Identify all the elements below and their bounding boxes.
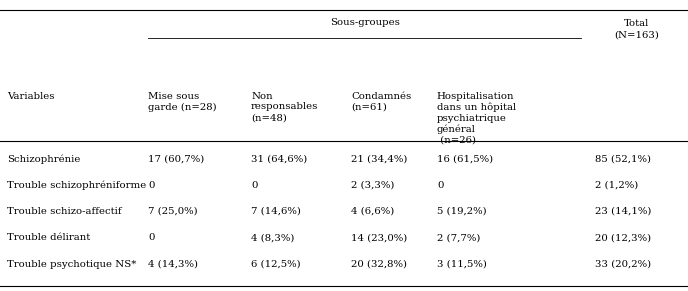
Text: 4 (14,3%): 4 (14,3%)	[148, 260, 198, 269]
Text: 31 (64,6%): 31 (64,6%)	[251, 154, 308, 163]
Text: 2 (3,3%): 2 (3,3%)	[351, 181, 394, 190]
Text: Trouble schizo-affectif: Trouble schizo-affectif	[7, 207, 122, 216]
Text: Condamnés
(n=61): Condamnés (n=61)	[351, 92, 411, 111]
Text: 4 (8,3%): 4 (8,3%)	[251, 233, 294, 242]
Text: 14 (23,0%): 14 (23,0%)	[351, 233, 407, 242]
Text: 0: 0	[148, 233, 154, 242]
Text: Sous-groupes: Sous-groupes	[330, 18, 400, 26]
Text: 21 (34,4%): 21 (34,4%)	[351, 154, 407, 163]
Text: Hospitalisation
dans un hôpital
psychiatrique
général
 (n=26): Hospitalisation dans un hôpital psychiat…	[437, 92, 516, 145]
Text: 4 (6,6%): 4 (6,6%)	[351, 207, 394, 216]
Text: 20 (12,3%): 20 (12,3%)	[595, 233, 652, 242]
Text: 0: 0	[251, 181, 257, 190]
Text: Schizophrénie: Schizophrénie	[7, 154, 80, 164]
Text: Total
(N=163): Total (N=163)	[614, 19, 659, 39]
Text: 85 (52,1%): 85 (52,1%)	[595, 154, 651, 163]
Text: 0: 0	[148, 181, 154, 190]
Text: 2 (7,7%): 2 (7,7%)	[437, 233, 480, 242]
Text: 33 (20,2%): 33 (20,2%)	[595, 260, 652, 269]
Text: 5 (19,2%): 5 (19,2%)	[437, 207, 486, 216]
Text: Mise sous
garde (n=28): Mise sous garde (n=28)	[148, 92, 217, 111]
Text: Non
responsables
(n=48): Non responsables (n=48)	[251, 92, 319, 122]
Text: Variables: Variables	[7, 92, 54, 101]
Text: 23 (14,1%): 23 (14,1%)	[595, 207, 652, 216]
Text: 2 (1,2%): 2 (1,2%)	[595, 181, 638, 190]
Text: 3 (11,5%): 3 (11,5%)	[437, 260, 486, 269]
Text: 0: 0	[437, 181, 443, 190]
Text: Trouble psychotique NS*: Trouble psychotique NS*	[7, 260, 136, 269]
Text: 17 (60,7%): 17 (60,7%)	[148, 154, 204, 163]
Text: 7 (14,6%): 7 (14,6%)	[251, 207, 301, 216]
Text: Trouble schizophréniforme: Trouble schizophréniforme	[7, 180, 146, 190]
Text: 16 (61,5%): 16 (61,5%)	[437, 154, 493, 163]
Text: 6 (12,5%): 6 (12,5%)	[251, 260, 301, 269]
Text: Trouble délirant: Trouble délirant	[7, 233, 90, 242]
Text: 7 (25,0%): 7 (25,0%)	[148, 207, 197, 216]
Text: 20 (32,8%): 20 (32,8%)	[351, 260, 407, 269]
